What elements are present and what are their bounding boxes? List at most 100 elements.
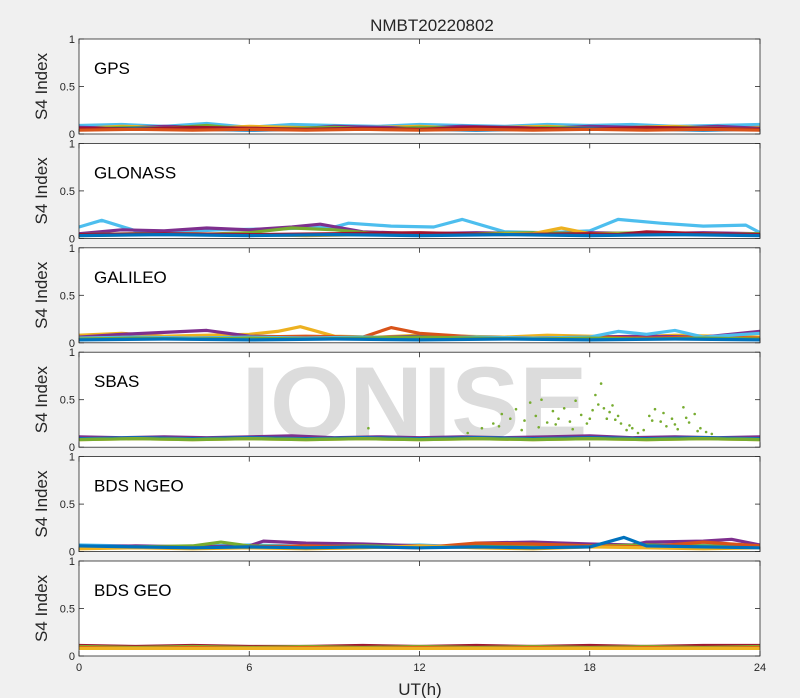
- x-tick-label: 24: [754, 662, 766, 674]
- y-axis-label: S4 Index: [32, 470, 51, 538]
- scatter-point: [616, 414, 620, 418]
- panel-label: GALILEO: [94, 268, 167, 287]
- scatter-point: [631, 426, 634, 430]
- scatter-point: [480, 426, 484, 430]
- y-tick-label: 0.5: [60, 290, 75, 302]
- scatter-point: [608, 410, 611, 414]
- panel-gps: 0 0.5 1 GPS S4 Index: [32, 34, 761, 141]
- y-tick-label: 0: [69, 233, 75, 245]
- series-line: [79, 437, 760, 442]
- y-axis-label: S4 Index: [32, 366, 51, 434]
- scatter-point: [710, 432, 714, 436]
- scatter-point: [687, 421, 691, 424]
- x-tick-label: 18: [584, 662, 596, 674]
- scatter-point: [571, 427, 574, 431]
- x-tick-label: 0: [76, 662, 82, 674]
- scatter-point: [605, 417, 609, 421]
- scatter-point: [659, 420, 662, 423]
- panel-label: GLONASS: [94, 163, 176, 182]
- y-tick-label: 0.5: [60, 82, 75, 94]
- panel-label: GPS: [94, 59, 130, 78]
- chart-title: NMBT20220802: [370, 16, 494, 35]
- scatter-point: [551, 409, 555, 413]
- panels: 0 0.5 1 GPS S4 Index 0 0.5 1 GLONASS S4 Index 0 0.5…: [32, 34, 766, 674]
- y-tick-label: 0: [69, 651, 75, 663]
- scatter-point: [537, 426, 540, 429]
- y-tick-label: 1: [69, 347, 75, 359]
- scatter-point: [528, 401, 532, 404]
- plot-area: [79, 247, 760, 343]
- scatter-point: [594, 393, 597, 397]
- x-axis-label: UT(h): [398, 680, 441, 698]
- y-tick-label: 1: [69, 243, 75, 255]
- y-tick-label: 0.5: [60, 604, 75, 616]
- watermark: IONISE: [242, 346, 588, 460]
- scatter-point: [650, 419, 654, 422]
- scatter-point: [585, 422, 589, 425]
- scatter-point: [670, 417, 674, 421]
- scatter-point: [545, 421, 549, 424]
- scatter-point: [554, 423, 557, 426]
- scatter-point: [684, 416, 688, 420]
- data-marks: [79, 643, 760, 651]
- y-tick-label: 0: [69, 338, 75, 350]
- scatter-point: [602, 407, 606, 410]
- scatter-point: [492, 422, 495, 425]
- scatter-point: [367, 426, 370, 430]
- series-line: [79, 121, 760, 129]
- scatter-point: [520, 428, 523, 432]
- scatter-point: [597, 403, 600, 406]
- scatter-point: [579, 413, 583, 417]
- scatter-point: [693, 412, 696, 416]
- scatter-point: [628, 424, 631, 427]
- x-tick-label: 12: [413, 662, 425, 674]
- y-axis-label: S4 Index: [32, 157, 51, 225]
- x-tick-label: 6: [246, 662, 252, 674]
- panel-label: BDS GEO: [94, 581, 171, 600]
- panel-bds-ngeo: 0 0.5 1 BDS NGEO S4 Index: [32, 452, 761, 559]
- series-line: [79, 217, 760, 235]
- scatter-point: [662, 411, 665, 415]
- scatter-point: [466, 431, 470, 435]
- panel-sbas: IONISE 0 0.5 1 SBAS S4 Index: [32, 346, 761, 460]
- plot-area: [79, 456, 760, 552]
- plot-area: [79, 39, 760, 134]
- scatter-point: [611, 404, 614, 407]
- scatter-point: [625, 428, 628, 432]
- scatter-point: [574, 399, 577, 403]
- scatter-point: [500, 412, 504, 416]
- plot-area: [79, 352, 760, 448]
- y-tick-label: 0: [69, 547, 75, 559]
- y-tick-label: 1: [69, 452, 75, 464]
- scatter-point: [673, 423, 677, 426]
- y-tick-label: 0.5: [60, 186, 75, 198]
- data-marks: [79, 217, 760, 238]
- panel-galileo: 0 0.5 1 GALILEO S4 Index: [32, 243, 761, 350]
- scatter-point: [653, 407, 657, 411]
- y-tick-label: 0: [69, 129, 75, 141]
- scatter-point: [562, 407, 566, 410]
- scatter-point: [699, 426, 702, 430]
- y-tick-label: 1: [69, 138, 75, 150]
- scatter-point: [704, 430, 708, 434]
- scatter-point: [557, 417, 560, 421]
- series-line: [79, 535, 760, 550]
- y-axis-label: S4 Index: [32, 261, 51, 329]
- scatter-point: [648, 414, 651, 418]
- scatter-point: [676, 427, 679, 431]
- scatter-point: [591, 408, 594, 412]
- y-tick-label: 0: [69, 442, 75, 454]
- scatter-point: [509, 417, 512, 421]
- scatter-point: [636, 431, 640, 435]
- scatter-point: [540, 398, 543, 402]
- scatter-point: [514, 407, 518, 411]
- scatter-point: [696, 429, 699, 433]
- scatter-point: [619, 422, 623, 425]
- y-tick-label: 0.5: [60, 499, 75, 511]
- y-axis-label: S4 Index: [32, 574, 51, 642]
- scatter-point: [599, 382, 603, 385]
- scatter-point: [642, 428, 645, 432]
- scatter-point: [534, 414, 538, 418]
- y-tick-label: 1: [69, 556, 75, 568]
